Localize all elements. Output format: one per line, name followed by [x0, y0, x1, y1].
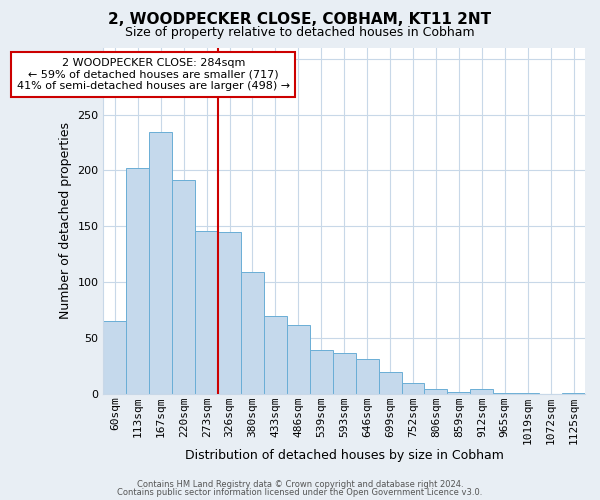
Bar [287, 324, 310, 394]
Bar [241, 272, 264, 394]
Bar [356, 360, 379, 394]
Bar [424, 390, 448, 394]
Bar [470, 390, 493, 394]
Bar [218, 232, 241, 394]
Bar [562, 393, 585, 394]
Text: Contains HM Land Registry data © Crown copyright and database right 2024.: Contains HM Land Registry data © Crown c… [137, 480, 463, 489]
Bar [195, 231, 218, 394]
Bar [333, 352, 356, 394]
Bar [149, 132, 172, 394]
Bar [379, 372, 401, 394]
Bar [264, 316, 287, 394]
X-axis label: Distribution of detached houses by size in Cobham: Distribution of detached houses by size … [185, 450, 503, 462]
Y-axis label: Number of detached properties: Number of detached properties [59, 122, 72, 319]
Bar [516, 393, 539, 394]
Bar [401, 382, 424, 394]
Text: Size of property relative to detached houses in Cobham: Size of property relative to detached ho… [125, 26, 475, 39]
Bar [448, 392, 470, 394]
Bar [310, 350, 333, 394]
Bar [127, 168, 149, 394]
Text: 2, WOODPECKER CLOSE, COBHAM, KT11 2NT: 2, WOODPECKER CLOSE, COBHAM, KT11 2NT [109, 12, 491, 28]
Bar [172, 180, 195, 394]
Text: 2 WOODPECKER CLOSE: 284sqm
← 59% of detached houses are smaller (717)
41% of sem: 2 WOODPECKER CLOSE: 284sqm ← 59% of deta… [17, 58, 290, 91]
Bar [493, 393, 516, 394]
Text: Contains public sector information licensed under the Open Government Licence v3: Contains public sector information licen… [118, 488, 482, 497]
Bar [103, 322, 127, 394]
